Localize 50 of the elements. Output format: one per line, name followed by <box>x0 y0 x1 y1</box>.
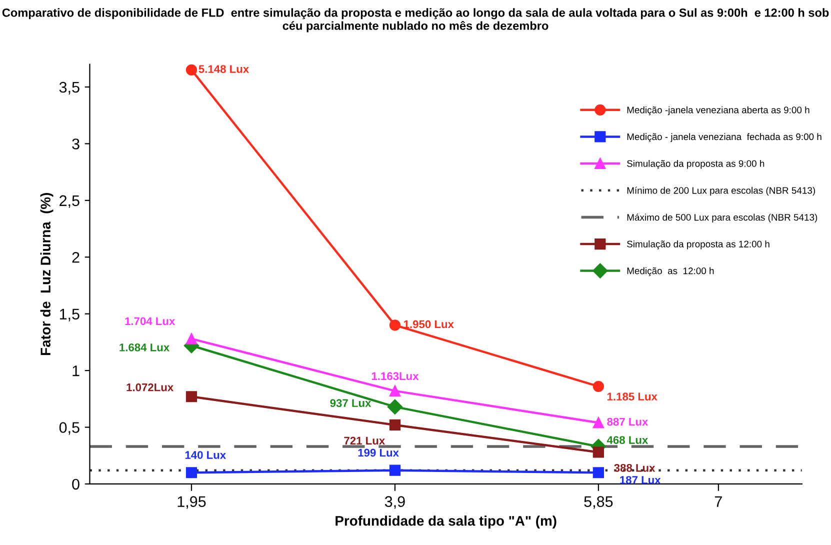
annotation: 1.704 Lux <box>125 317 176 326</box>
annotation: 937 Lux <box>330 399 372 408</box>
x-tick-label: 1,95 <box>178 496 206 509</box>
y-tick-label: 2,5 <box>60 195 80 208</box>
legend-label: Simulação da proposta as 12:00 h <box>627 240 770 250</box>
annotation: 1.163Lux <box>372 372 419 380</box>
y-tick-label: 3,5 <box>59 82 80 94</box>
point <box>186 467 198 478</box>
y-axis-title: Fator de Luz Diurna (%) <box>40 193 54 355</box>
point <box>592 446 604 458</box>
legend-label: Medição -janela veneziana aberta as 9:00 h <box>627 106 810 116</box>
annotation: 187 Lux <box>620 476 661 484</box>
annotation: 887 Lux <box>607 418 648 426</box>
x-axis-title: Profundidade da sala tipo "A" (m) <box>336 516 556 529</box>
annotation: 1.684 Lux <box>120 343 170 352</box>
legend-label: Máximo de 500 Lux para escolas (NBR 5413) <box>627 214 818 223</box>
y-tick-label: 0 <box>72 478 80 490</box>
annotation: 388 Lux <box>614 464 656 472</box>
annotation: 5.148 Lux <box>198 65 249 73</box>
point <box>389 385 401 397</box>
annotation: 1.185 Lux <box>607 392 658 401</box>
x-tick-label: 5,85 <box>584 496 613 509</box>
y-tick-label: 1 <box>72 366 80 376</box>
point <box>186 333 198 344</box>
point <box>592 417 604 428</box>
annotation: 1.950 Lux <box>404 320 454 328</box>
y-tick-label: 0,5 <box>59 422 80 435</box>
x-tick-label: 3,9 <box>384 496 405 509</box>
y-tick-label: 1,5 <box>60 308 80 322</box>
point <box>389 464 401 476</box>
y-tick-label: 2 <box>72 252 80 263</box>
annotation: 140 Lux <box>185 451 226 459</box>
annotation: 468 Lux <box>606 436 648 444</box>
legend-label: Medição as 12:00 h <box>627 267 714 276</box>
point <box>387 399 403 414</box>
point <box>389 419 401 431</box>
annotation: 1.072Lux <box>126 383 174 392</box>
y-tick-label: 3 <box>72 138 80 150</box>
legend-label: Medição - janela veneziana fechada as 9:00 h <box>627 133 822 142</box>
annotation: 199 Lux <box>358 448 399 457</box>
point <box>592 467 604 478</box>
point <box>186 391 198 402</box>
legend-label: Mínimo de 200 Lux para escolas (NBR 5413) <box>627 186 815 196</box>
legend-label: Simulação da proposta as 9:00 h <box>627 160 764 169</box>
point <box>592 380 604 392</box>
x-tick-label: 7 <box>714 496 722 507</box>
annotation: 721 Lux <box>344 436 386 445</box>
point <box>186 64 198 76</box>
chart-title: Comparativo de disponibilidade de FLD entre simulação da proposta e medição ao longo da sala de aula voltada para o Sul as 9:00h e 12:00 h sob céu parcialmente nublado no mês de dezembro <box>2 8 829 32</box>
point <box>389 320 401 331</box>
